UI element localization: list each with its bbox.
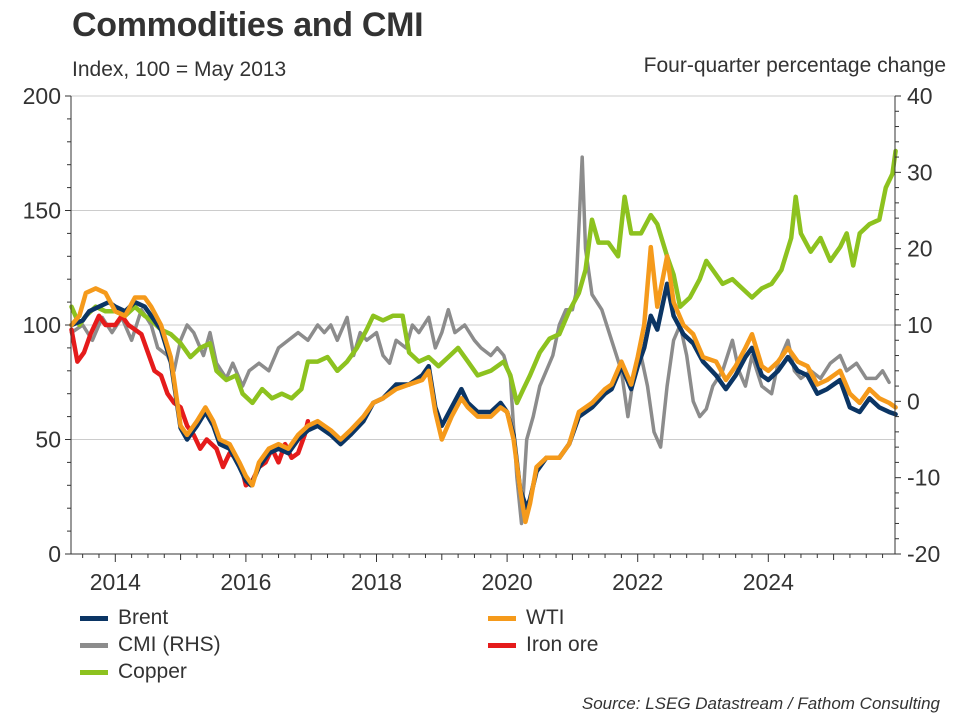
legend-item-cmi: CMI (RHS) — [80, 633, 221, 657]
x-tick-label: 2022 — [612, 569, 663, 595]
legend-label-wti: WTI — [526, 606, 565, 629]
series-lines — [69, 148, 898, 526]
legend-swatch-cmi — [80, 642, 108, 648]
legend-item-copper: Copper — [80, 660, 187, 684]
source-note: Source: LSEG Datastream / Fathom Consult… — [581, 694, 940, 713]
left-axis-subtitle: Index, 100 = May 2013 — [72, 58, 287, 81]
x-tick-label: 2016 — [220, 569, 271, 595]
legend-item-iron-ore: Iron ore — [488, 633, 598, 657]
left-tick-label: 0 — [48, 541, 61, 567]
right-tick-label: 0 — [907, 388, 920, 414]
chart-title: Commodities and CMI — [72, 6, 424, 44]
x-tick-label: 2020 — [482, 569, 533, 595]
series-line-iron-ore — [69, 313, 311, 488]
legend-item-wti: WTI — [488, 606, 564, 630]
right-axis-subtitle: Four-quarter percentage change — [643, 54, 946, 77]
x-tick-label: 2018 — [351, 569, 402, 595]
left-tick-label: 50 — [35, 427, 61, 453]
legend-label-cmi: CMI (RHS) — [118, 633, 221, 656]
series-line-wti — [69, 244, 898, 525]
series-line-copper — [69, 148, 898, 406]
right-tick-label: 30 — [907, 159, 933, 185]
legend-swatch-brent — [80, 615, 108, 621]
legend-label-copper: Copper — [118, 660, 187, 683]
right-tick-label: -10 — [907, 465, 940, 491]
left-tick-label: 200 — [23, 83, 61, 109]
left-tick-label: 150 — [23, 198, 61, 224]
legend-swatch-wti — [488, 615, 516, 621]
legend-swatch-copper — [80, 669, 108, 675]
x-tick-label: 2024 — [743, 569, 794, 595]
axes: 0 50 100 150 200 -20 -10 0 10 20 30 40 2014 2016 2018 2… — [23, 83, 941, 595]
right-tick-label: -20 — [907, 541, 940, 567]
x-tick-label: 2014 — [90, 569, 141, 595]
left-tick-label: 100 — [23, 312, 61, 338]
series-line-cmi-rhs — [69, 155, 891, 526]
right-tick-label: 20 — [907, 236, 933, 262]
series-line-brent — [69, 281, 898, 511]
legend-label-brent: Brent — [118, 606, 169, 629]
right-tick-label: 40 — [907, 83, 933, 109]
right-tick-label: 10 — [907, 312, 933, 338]
legend-label-iron-ore: Iron ore — [526, 633, 599, 656]
legend-item-brent: Brent — [80, 606, 168, 630]
legend-swatch-iron-ore — [488, 642, 516, 648]
